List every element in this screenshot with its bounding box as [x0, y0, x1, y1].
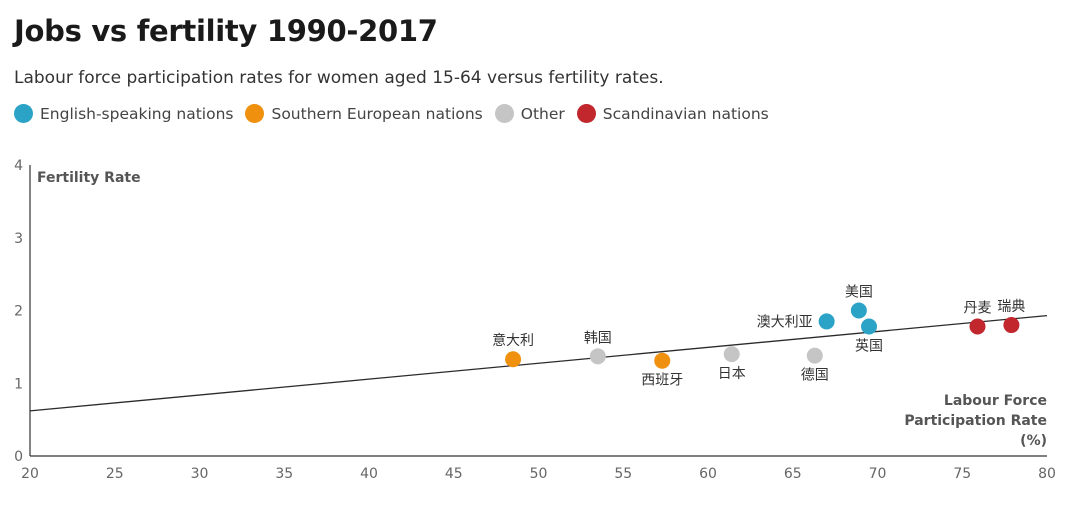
y-axis-title: Fertility Rate: [37, 170, 141, 186]
data-point-label: 韩国: [584, 330, 612, 346]
legend-label-english: English-speaking nations: [40, 104, 234, 123]
legend-swatch-english: [14, 104, 33, 123]
legend-label-scandinavian: Scandinavian nations: [602, 104, 769, 123]
chart-title: Jobs vs fertility 1990-2017: [14, 14, 438, 48]
legend-label-southern-european: Southern European nations: [271, 104, 483, 123]
legend: English-speaking nations Southern Europe…: [14, 104, 781, 123]
data-point: [654, 352, 671, 369]
data-point: [806, 347, 823, 364]
data-point: [505, 351, 522, 368]
data-point-label: 西班牙: [641, 373, 683, 389]
x-tick-label: 20: [21, 466, 39, 482]
legend-swatch-scandinavian: [576, 104, 596, 123]
data-point-label: 澳大利亚: [757, 314, 813, 330]
x-tick-label: 75: [953, 466, 971, 482]
legend-item-southern-european: Southern European nations: [245, 104, 483, 123]
legend-swatch-other: [494, 104, 514, 123]
data-point: [861, 318, 878, 335]
data-point: [723, 346, 740, 363]
data-point: [589, 348, 606, 365]
chart-subtitle: Labour force participation rates for wom…: [14, 68, 664, 88]
x-tick-label: 35: [275, 466, 293, 482]
data-point-label: 德国: [801, 368, 829, 384]
y-tick-label: 0: [14, 449, 23, 465]
x-axis-title-line-2: Participation Rate: [904, 413, 1047, 429]
data-point: [969, 318, 986, 335]
data-point-label: 英国: [855, 338, 883, 355]
y-tick-label: 4: [14, 158, 23, 174]
data-point-label: 丹麦: [964, 301, 992, 317]
y-tick-label: 2: [14, 304, 23, 320]
x-tick-label: 30: [191, 466, 209, 482]
data-point-label: 美国: [845, 285, 873, 301]
y-tick-label: 3: [14, 231, 23, 247]
data-point-label: 日本: [718, 366, 746, 382]
x-tick-label: 60: [699, 466, 717, 482]
x-tick-label: 55: [614, 466, 632, 482]
x-tick-label: 40: [360, 466, 378, 482]
x-axis-title-line-1: Labour Force: [944, 393, 1047, 409]
x-tick-label: 70: [869, 466, 887, 482]
x-tick-label: 80: [1038, 466, 1056, 482]
legend-item-other: Other: [494, 104, 565, 123]
legend-swatch-southern-european: [245, 104, 265, 123]
data-point: [818, 313, 835, 330]
x-axis-title-line-3: (%): [1020, 433, 1047, 449]
data-point-label: 瑞典: [997, 299, 1025, 315]
trend-line: [29, 314, 1048, 412]
data-point: [1003, 317, 1020, 334]
legend-item-scandinavian: Scandinavian nations: [576, 104, 769, 123]
legend-label-other: Other: [520, 104, 565, 123]
x-tick-label: 50: [530, 466, 548, 482]
x-tick-label: 65: [784, 466, 802, 482]
data-point: [850, 302, 867, 319]
data-point-label: 意大利: [492, 332, 534, 349]
x-tick-label: 45: [445, 466, 463, 482]
x-tick-label: 25: [106, 466, 124, 482]
legend-item-english: English-speaking nations: [14, 104, 233, 123]
y-tick-label: 1: [14, 376, 23, 392]
